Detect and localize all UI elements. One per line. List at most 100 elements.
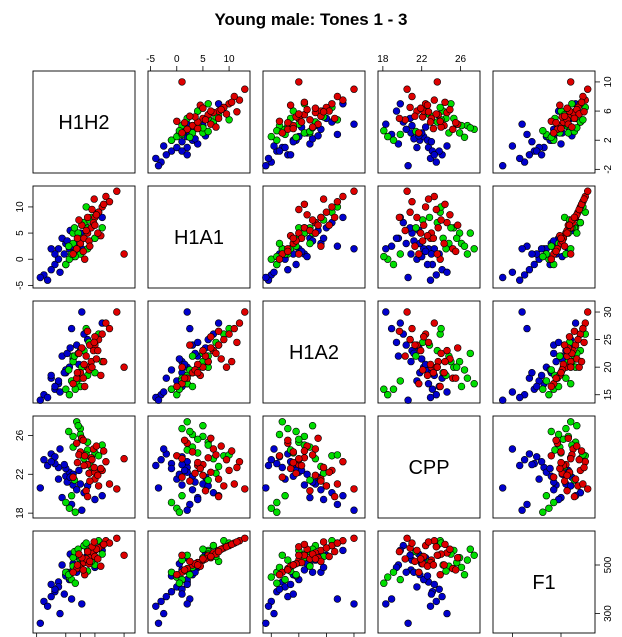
panel-frame xyxy=(492,70,596,174)
data-point xyxy=(284,118,292,127)
data-point xyxy=(339,458,347,466)
data-point xyxy=(547,242,555,250)
data-point xyxy=(120,250,128,258)
data-point xyxy=(446,105,454,114)
data-point xyxy=(275,255,284,263)
panel-h1h2-vs-cpp xyxy=(377,70,481,174)
data-point xyxy=(167,366,176,374)
panel-f1-vs-h1a2 xyxy=(262,530,366,634)
data-point xyxy=(547,382,555,391)
data-point xyxy=(549,129,558,137)
data-point xyxy=(525,151,534,159)
data-point xyxy=(69,473,77,481)
data-point xyxy=(94,555,102,563)
data-point xyxy=(194,338,202,347)
data-point xyxy=(549,486,558,494)
data-point xyxy=(577,98,586,107)
data-point xyxy=(102,458,110,466)
data-point xyxy=(67,324,76,333)
data-point xyxy=(317,213,325,222)
data-point xyxy=(286,101,295,109)
data-point xyxy=(545,504,553,512)
data-point xyxy=(83,492,92,501)
data-point xyxy=(314,132,322,140)
data-point xyxy=(570,114,579,123)
data-point xyxy=(157,597,165,606)
data-point xyxy=(173,382,181,391)
data-point xyxy=(40,597,48,606)
data-point xyxy=(284,556,292,564)
data-point xyxy=(113,308,121,316)
data-point xyxy=(350,245,358,253)
data-point xyxy=(424,195,433,203)
data-point xyxy=(580,338,588,347)
data-point xyxy=(549,349,558,358)
data-point xyxy=(225,466,233,475)
data-point xyxy=(432,543,440,551)
data-point xyxy=(207,333,215,341)
data-point xyxy=(262,162,270,170)
top-tick-label-cpp: 22 xyxy=(416,54,428,65)
data-point xyxy=(180,374,189,382)
data-point xyxy=(394,140,403,148)
data-point xyxy=(54,377,63,385)
data-point xyxy=(286,580,295,589)
data-point xyxy=(427,138,436,146)
data-point xyxy=(395,213,404,222)
data-point xyxy=(73,234,82,243)
data-point xyxy=(199,422,207,430)
data-point xyxy=(547,366,555,374)
data-point xyxy=(214,327,223,335)
data-point xyxy=(389,385,398,393)
data-point xyxy=(201,487,210,495)
left-tick-label-h1a1: 5 xyxy=(15,230,26,236)
data-point xyxy=(212,349,220,358)
panel-cpp-vs-h1a1 xyxy=(147,415,251,519)
data-point xyxy=(557,369,565,377)
data-point xyxy=(539,508,547,516)
data-point xyxy=(220,335,228,344)
data-point xyxy=(432,271,440,279)
data-point xyxy=(417,346,425,355)
panel-frame xyxy=(147,70,251,174)
data-point xyxy=(396,377,404,385)
data-point xyxy=(233,108,241,116)
data-point xyxy=(528,250,536,258)
data-point xyxy=(204,476,212,484)
data-point xyxy=(183,143,191,152)
data-point xyxy=(532,453,541,461)
data-point xyxy=(515,461,524,470)
data-point xyxy=(539,126,547,135)
data-point xyxy=(264,154,273,163)
panel-f1-vs-f1: F1 xyxy=(492,530,596,634)
data-point xyxy=(292,570,300,579)
data-point xyxy=(79,436,88,444)
data-point xyxy=(113,485,121,493)
right-tick-label-h1h2: 6 xyxy=(603,108,614,114)
data-point xyxy=(241,308,249,316)
data-point xyxy=(47,245,55,253)
data-point xyxy=(180,436,189,444)
data-point xyxy=(389,568,398,576)
data-point xyxy=(289,124,297,133)
data-point xyxy=(300,200,309,209)
data-point xyxy=(306,116,314,124)
data-point xyxy=(113,534,121,542)
data-point xyxy=(350,85,358,93)
data-point xyxy=(423,562,432,570)
left-tick-label-h1a1: -5 xyxy=(15,281,26,290)
data-point xyxy=(94,346,102,355)
data-point xyxy=(568,123,576,131)
data-point xyxy=(571,319,580,327)
data-point xyxy=(433,78,441,86)
data-point xyxy=(404,273,412,282)
data-point xyxy=(154,619,163,627)
top-tick-label-cpp: 26 xyxy=(455,54,467,65)
data-point xyxy=(91,221,99,229)
data-point xyxy=(576,218,585,227)
data-point xyxy=(523,500,531,509)
data-point xyxy=(97,562,105,570)
diagonal-label-h1h2: H1H2 xyxy=(58,112,109,134)
data-point xyxy=(47,371,55,380)
data-point xyxy=(392,234,401,243)
